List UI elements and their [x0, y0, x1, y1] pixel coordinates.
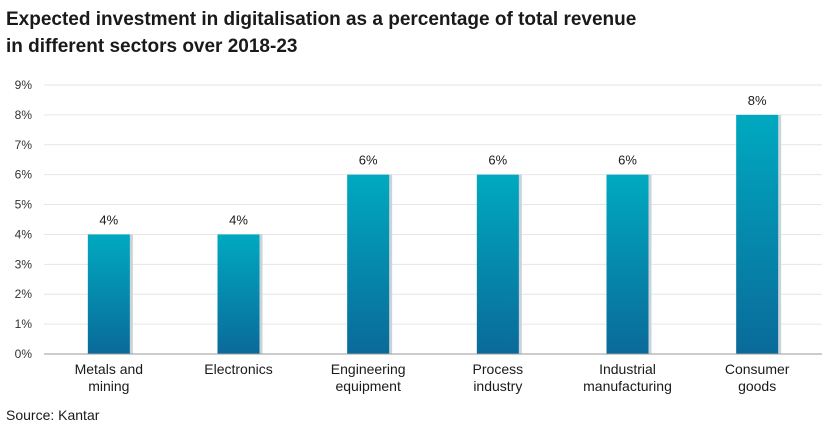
bar-value-label: 4% [99, 212, 118, 227]
x-axis-categories: Metals and mining Electronics Engineering eq… [75, 361, 790, 394]
bar [606, 174, 649, 354]
bar-value-label: 6% [488, 153, 507, 168]
category-label: Industrial manufacturing [583, 361, 672, 394]
y-tick-label: 5% [15, 198, 33, 212]
bar-value-label: 4% [229, 212, 248, 227]
bar-value-label: 6% [359, 153, 378, 168]
bar [736, 114, 779, 354]
chart-title-line-1: Expected investment in digitalisation as… [6, 9, 637, 30]
bar-value-label: 8% [748, 93, 767, 108]
y-axis-ticks: 0% 1% 2% 3% 4% 5% 6% 7% 8% 9% [15, 78, 33, 361]
source-note: Source: Kantar [6, 407, 100, 423]
y-tick-label: 4% [15, 227, 33, 241]
y-tick-label: 6% [15, 168, 33, 182]
y-tick-label: 3% [15, 257, 33, 271]
y-tick-label: 1% [15, 317, 33, 331]
bar [217, 234, 260, 354]
category-label: Electronics [204, 361, 272, 377]
gridlines [44, 84, 822, 325]
chart-title-line-2: in different sectors over 2018-23 [6, 36, 298, 57]
y-tick-label: 8% [15, 108, 33, 122]
category-label: Consumer goods [725, 361, 790, 394]
y-tick-label: 9% [15, 78, 33, 92]
category-label: Engineering equipment [331, 361, 406, 394]
bar [476, 174, 519, 354]
y-tick-label: 7% [15, 138, 33, 152]
y-tick-label: 0% [15, 347, 33, 361]
category-label: Process industry [473, 361, 524, 394]
bar [347, 174, 390, 354]
bars [87, 114, 782, 354]
bar-value-label: 6% [618, 153, 637, 168]
bar [87, 234, 130, 354]
data-labels: 4% 4% 6% 6% 6% 8% [99, 93, 767, 228]
category-label: Metals and mining [75, 361, 143, 394]
chart-title: Expected investment in digitalisation as… [6, 6, 806, 60]
y-tick-label: 2% [15, 287, 33, 301]
